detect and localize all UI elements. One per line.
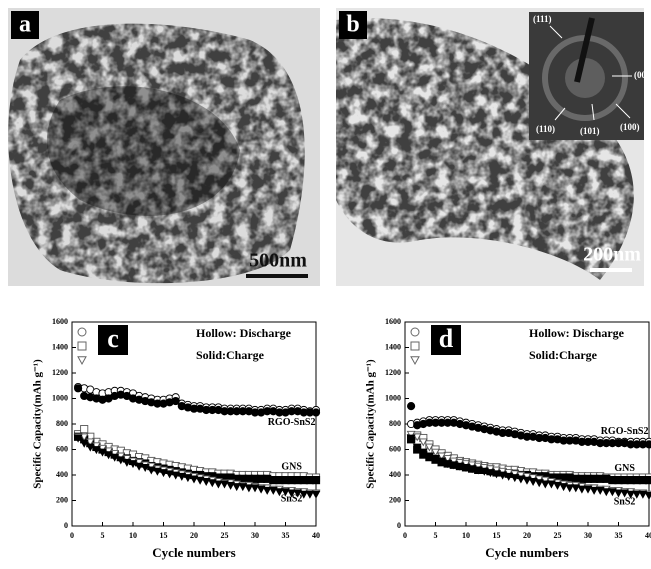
panel-label: a [19,12,31,38]
x-tick-label: 10 [462,531,470,540]
x-tick-label: 25 [221,531,229,540]
curve-label: RGO-SnS2 [601,426,649,437]
inset-label: (101) [580,126,600,136]
marker [411,342,419,350]
marker [408,403,415,410]
scale-bar [246,274,308,278]
scale-bar-label: 200nm [583,244,641,266]
x-tick-label: 40 [645,531,651,540]
x-tick-label: 20 [523,531,531,540]
y-tick-label: 800 [389,419,401,428]
annotation: Solid:Charge [196,348,265,362]
x-tick-label: 35 [282,531,290,540]
curve-label: RGO-SnS2 [268,417,316,428]
annotation: Solid:Charge [529,348,598,362]
x-tick-label: 10 [129,531,137,540]
marker [312,409,319,416]
marker [312,477,319,484]
y-tick-label: 1400 [52,342,68,351]
x-tick-label: 40 [312,531,320,540]
inset-label: (110) [536,124,555,134]
page: body { margin: 0; width: 651px; height: … [0,0,651,564]
figure: a 500nm (111) (00 (110) (101) (100) b 20… [0,0,651,564]
y-tick-label: 200 [56,495,68,504]
curve-label: GNS [281,462,302,473]
y-tick-label: 1000 [385,393,401,402]
scale-bar [590,268,632,272]
scale-bar-label: 500nm [249,250,307,272]
marker [312,491,319,497]
marker [75,385,82,392]
y-tick-label: 0 [64,521,68,530]
y-tick-label: 1200 [52,368,68,377]
x-tick-label: 15 [160,531,168,540]
y-tick-label: 1200 [385,368,401,377]
y-tick-label: 1400 [385,342,401,351]
marker [645,493,651,499]
y-tick-label: 1600 [385,317,401,326]
body: {"images": [ {"label": "a", "scale_bar":… [0,0,651,564]
x-tick-label: 30 [251,531,259,540]
panel-label: d [439,324,454,353]
inset-label: (00 [634,70,646,80]
x-axis-label: Cycle numbers [485,545,568,560]
y-tick-label: 0 [397,521,401,530]
x-tick-label: 25 [554,531,562,540]
marker [81,426,88,433]
marker [411,328,419,336]
marker [78,357,86,364]
y-tick-label: 1000 [52,393,68,402]
x-tick-label: 15 [493,531,501,540]
x-tick-label: 35 [615,531,623,540]
panel-label: c [107,324,119,353]
annotation: Hollow: Discharge [196,326,292,340]
x-axis-label: Cycle numbers [152,545,235,560]
y-axis-label: Specific Capacity(mAh g⁻¹) [32,359,44,489]
x-tick-label: 5 [434,531,438,540]
y-axis-label: Specific Capacity(mAh g⁻¹) [365,359,377,489]
annotation: Hollow: Discharge [529,326,625,340]
panel-label: b [346,12,359,38]
inset-label: (111) [533,14,552,24]
x-tick-label: 0 [403,531,407,540]
y-tick-label: 200 [389,495,401,504]
y-tick-label: 800 [56,419,68,428]
marker [411,357,419,364]
diffraction-center [565,58,605,98]
inset-label: (100) [620,122,640,132]
y-tick-label: 600 [389,444,401,453]
y-tick-label: 400 [389,470,401,479]
y-tick-label: 600 [56,444,68,453]
y-tick-label: 1600 [52,317,68,326]
y-tick-label: 400 [56,470,68,479]
marker [78,328,86,336]
x-tick-label: 30 [584,531,592,540]
marker [645,441,651,448]
curve-label: SnS2 [614,497,636,508]
marker [78,342,86,350]
x-tick-label: 0 [70,531,74,540]
marker [172,397,179,404]
marker [645,477,651,484]
x-tick-label: 5 [101,531,105,540]
curve-label: GNS [614,463,635,474]
x-tick-label: 20 [190,531,198,540]
